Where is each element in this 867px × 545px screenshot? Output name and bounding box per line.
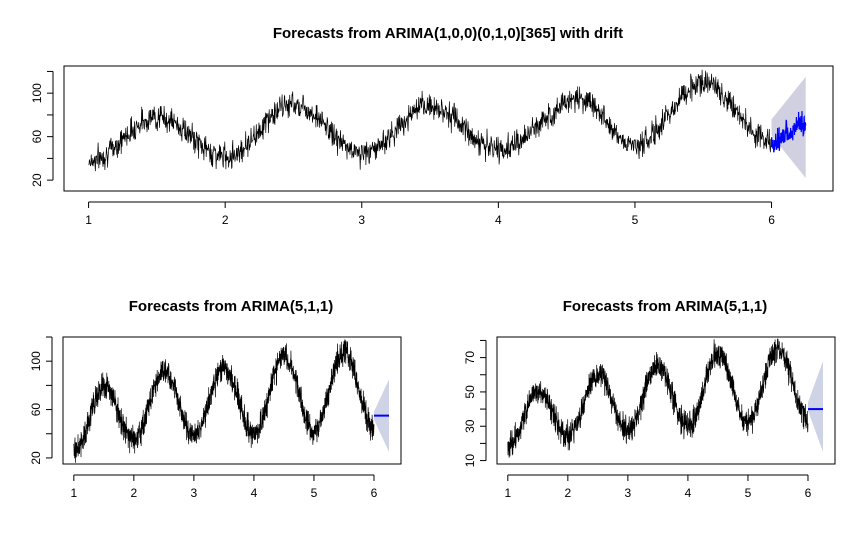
x-tick-label: 1 xyxy=(85,213,92,227)
y-tick-label: 100 xyxy=(29,351,43,371)
y-tick-label: 60 xyxy=(30,130,44,144)
x-tick-label: 3 xyxy=(358,213,365,227)
x-tick-label: 5 xyxy=(311,486,318,500)
x-tick-label: 5 xyxy=(632,213,639,227)
bottom-right-forecast-chart: Forecasts from ARIMA(5,1,1) 1 2 3 4 5 6 10 30 50… xyxy=(463,298,836,500)
x-tick-label: 6 xyxy=(768,213,775,227)
y-tick-label: 100 xyxy=(30,83,44,103)
y-tick-label: 10 xyxy=(463,454,477,468)
x-tick-label: 2 xyxy=(130,486,137,500)
history-series-line xyxy=(73,339,375,463)
plot-frame xyxy=(62,336,402,465)
x-tick-label: 2 xyxy=(222,213,229,227)
prediction-interval-band xyxy=(771,76,806,178)
y-tick-label: 20 xyxy=(30,173,44,187)
plot-frame xyxy=(63,65,834,192)
x-tick-label: 3 xyxy=(191,486,198,500)
top-forecast-chart: Forecasts from ARIMA(1,0,0)(0,1,0)[365] … xyxy=(30,25,834,227)
x-tick-label: 2 xyxy=(564,486,571,500)
y-tick-label: 30 xyxy=(463,419,477,433)
y-tick-label: 50 xyxy=(463,385,477,399)
y-tick-label: 20 xyxy=(29,451,43,465)
plot-frame xyxy=(496,336,836,465)
y-tick-label: 60 xyxy=(29,403,43,417)
x-tick-label: 6 xyxy=(805,486,812,500)
x-tick-label: 5 xyxy=(745,486,752,500)
chart-title: Forecasts from ARIMA(1,0,0)(0,1,0)[365] … xyxy=(273,25,623,42)
bottom-left-forecast-chart: Forecasts from ARIMA(5,1,1) 1 2 3 4 5 6 20 60 10… xyxy=(29,298,402,500)
x-tick-label: 6 xyxy=(371,486,378,500)
forecast-mean-line xyxy=(770,111,807,153)
x-tick-label: 4 xyxy=(251,486,258,500)
chart-title: Forecasts from ARIMA(5,1,1) xyxy=(563,298,768,315)
y-tick-label: 70 xyxy=(463,351,477,365)
history-series-line xyxy=(507,338,809,458)
prediction-interval-band xyxy=(807,361,823,452)
x-tick-label: 4 xyxy=(685,486,692,500)
x-tick-label: 3 xyxy=(625,486,632,500)
x-tick-label: 4 xyxy=(495,213,502,227)
x-tick-label: 1 xyxy=(504,486,511,500)
x-tick-label: 1 xyxy=(70,486,77,500)
history-series-line xyxy=(88,69,772,172)
chart-title: Forecasts from ARIMA(5,1,1) xyxy=(129,298,334,315)
